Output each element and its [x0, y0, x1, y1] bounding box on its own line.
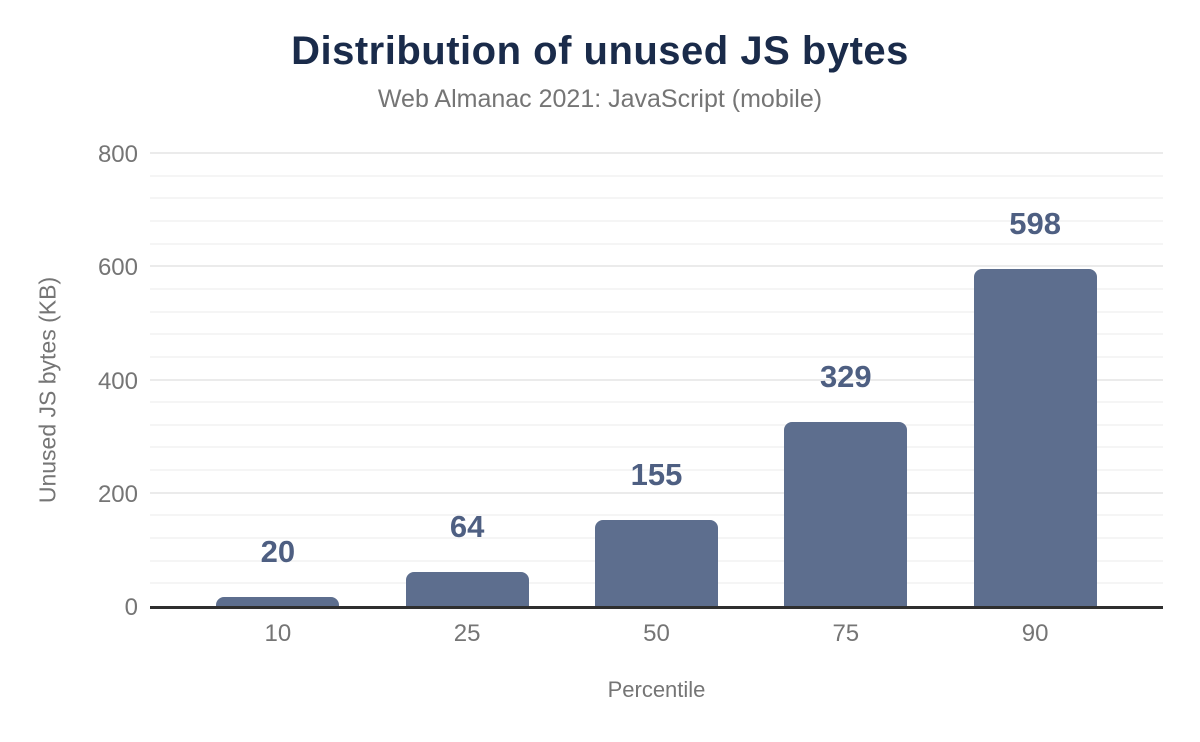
bar-slot: 64 — [405, 155, 529, 608]
gridline-major — [150, 378, 1163, 381]
y-tick-label: 200 — [97, 480, 138, 508]
bar[interactable] — [594, 520, 718, 608]
y-tick-label: 400 — [97, 367, 138, 395]
gridline-major — [150, 491, 1163, 494]
gridline-major — [150, 152, 1163, 154]
gridline-minor — [150, 401, 1163, 404]
gridline-minor — [150, 219, 1163, 222]
y-tick-label: 800 — [97, 141, 138, 168]
y-tick-label: 600 — [97, 254, 138, 282]
x-tick-label: 50 — [643, 620, 670, 647]
gridline-major — [150, 265, 1163, 268]
gridline-minor — [150, 174, 1163, 177]
gridline-minor — [150, 469, 1163, 472]
bar-value-label: 598 — [1009, 206, 1061, 242]
plot-area: 20 64 155 329 598 — [150, 152, 1163, 609]
bar-slot: 329 — [784, 155, 908, 608]
gridline-minor — [150, 446, 1163, 449]
chart-subtitle: Web Almanac 2021: JavaScript (mobile) — [377, 85, 823, 113]
x-tick-label: 10 — [264, 620, 292, 647]
gridline-minor — [150, 355, 1163, 358]
bar-value-label: 155 — [630, 457, 683, 493]
gridline-minor — [150, 242, 1163, 245]
gridline-minor — [150, 423, 1163, 426]
gridline-minor — [150, 310, 1163, 313]
bar-value-label: 329 — [819, 358, 872, 394]
gridline-minor — [150, 287, 1163, 290]
bar-value-label: 20 — [260, 533, 296, 569]
x-tick-label: 90 — [1021, 620, 1049, 647]
y-axis-tick-labels: 0 200 400 600 800 — [0, 143, 138, 620]
x-axis-tick-labels: 10 25 50 75 90 — [150, 621, 1163, 647]
bar[interactable] — [973, 269, 1097, 608]
gridline-minor — [150, 333, 1163, 336]
y-tick-label: 0 — [124, 594, 138, 621]
x-tick-label: 75 — [832, 620, 860, 647]
x-axis-title: Percentile — [607, 677, 706, 702]
x-axis-line — [150, 606, 1163, 609]
bar-slot: 598 — [973, 155, 1097, 608]
bar-slot: 155 — [594, 155, 718, 608]
bar-value-label: 64 — [449, 508, 485, 544]
chart-title: Distribution of unused JS bytes — [291, 29, 909, 73]
bar[interactable] — [405, 571, 529, 608]
bar-slot: 20 — [216, 155, 340, 608]
bar[interactable] — [784, 421, 908, 608]
bar-series: 20 64 155 329 598 — [150, 155, 1163, 608]
x-tick-label: 25 — [453, 620, 481, 647]
gridline-minor — [150, 514, 1163, 517]
gridline-minor — [150, 197, 1163, 200]
bar[interactable] — [216, 596, 340, 608]
